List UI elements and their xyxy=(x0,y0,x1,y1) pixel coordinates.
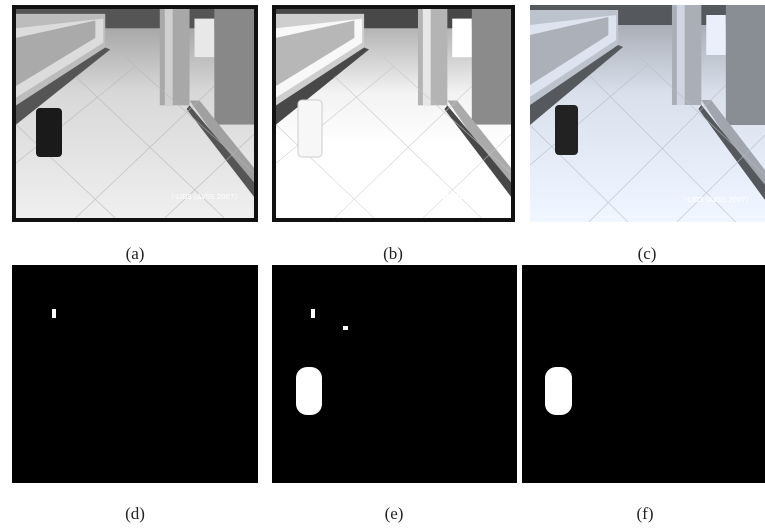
page: i-LIDS (AVSS 2007) (a) (b) (c) (d) (e) (… xyxy=(0,0,765,531)
mask-d xyxy=(12,265,258,483)
blob xyxy=(343,326,348,330)
panel-label: (b) xyxy=(383,244,403,263)
suitcase xyxy=(298,100,322,157)
panel-label: (c) xyxy=(638,244,657,263)
blob xyxy=(52,309,56,318)
figure: i-LIDS (AVSS 2007) (a) (b) (c) (d) (e) (… xyxy=(0,0,765,531)
panel-label: (f) xyxy=(637,504,654,523)
blob xyxy=(545,367,572,415)
suitcase xyxy=(36,108,62,157)
panel-label: (a) xyxy=(126,244,145,263)
suitcase xyxy=(555,105,578,155)
panel-label: (e) xyxy=(385,504,404,523)
blob xyxy=(311,309,315,318)
blob xyxy=(296,367,322,415)
panel-label: (d) xyxy=(125,504,145,523)
